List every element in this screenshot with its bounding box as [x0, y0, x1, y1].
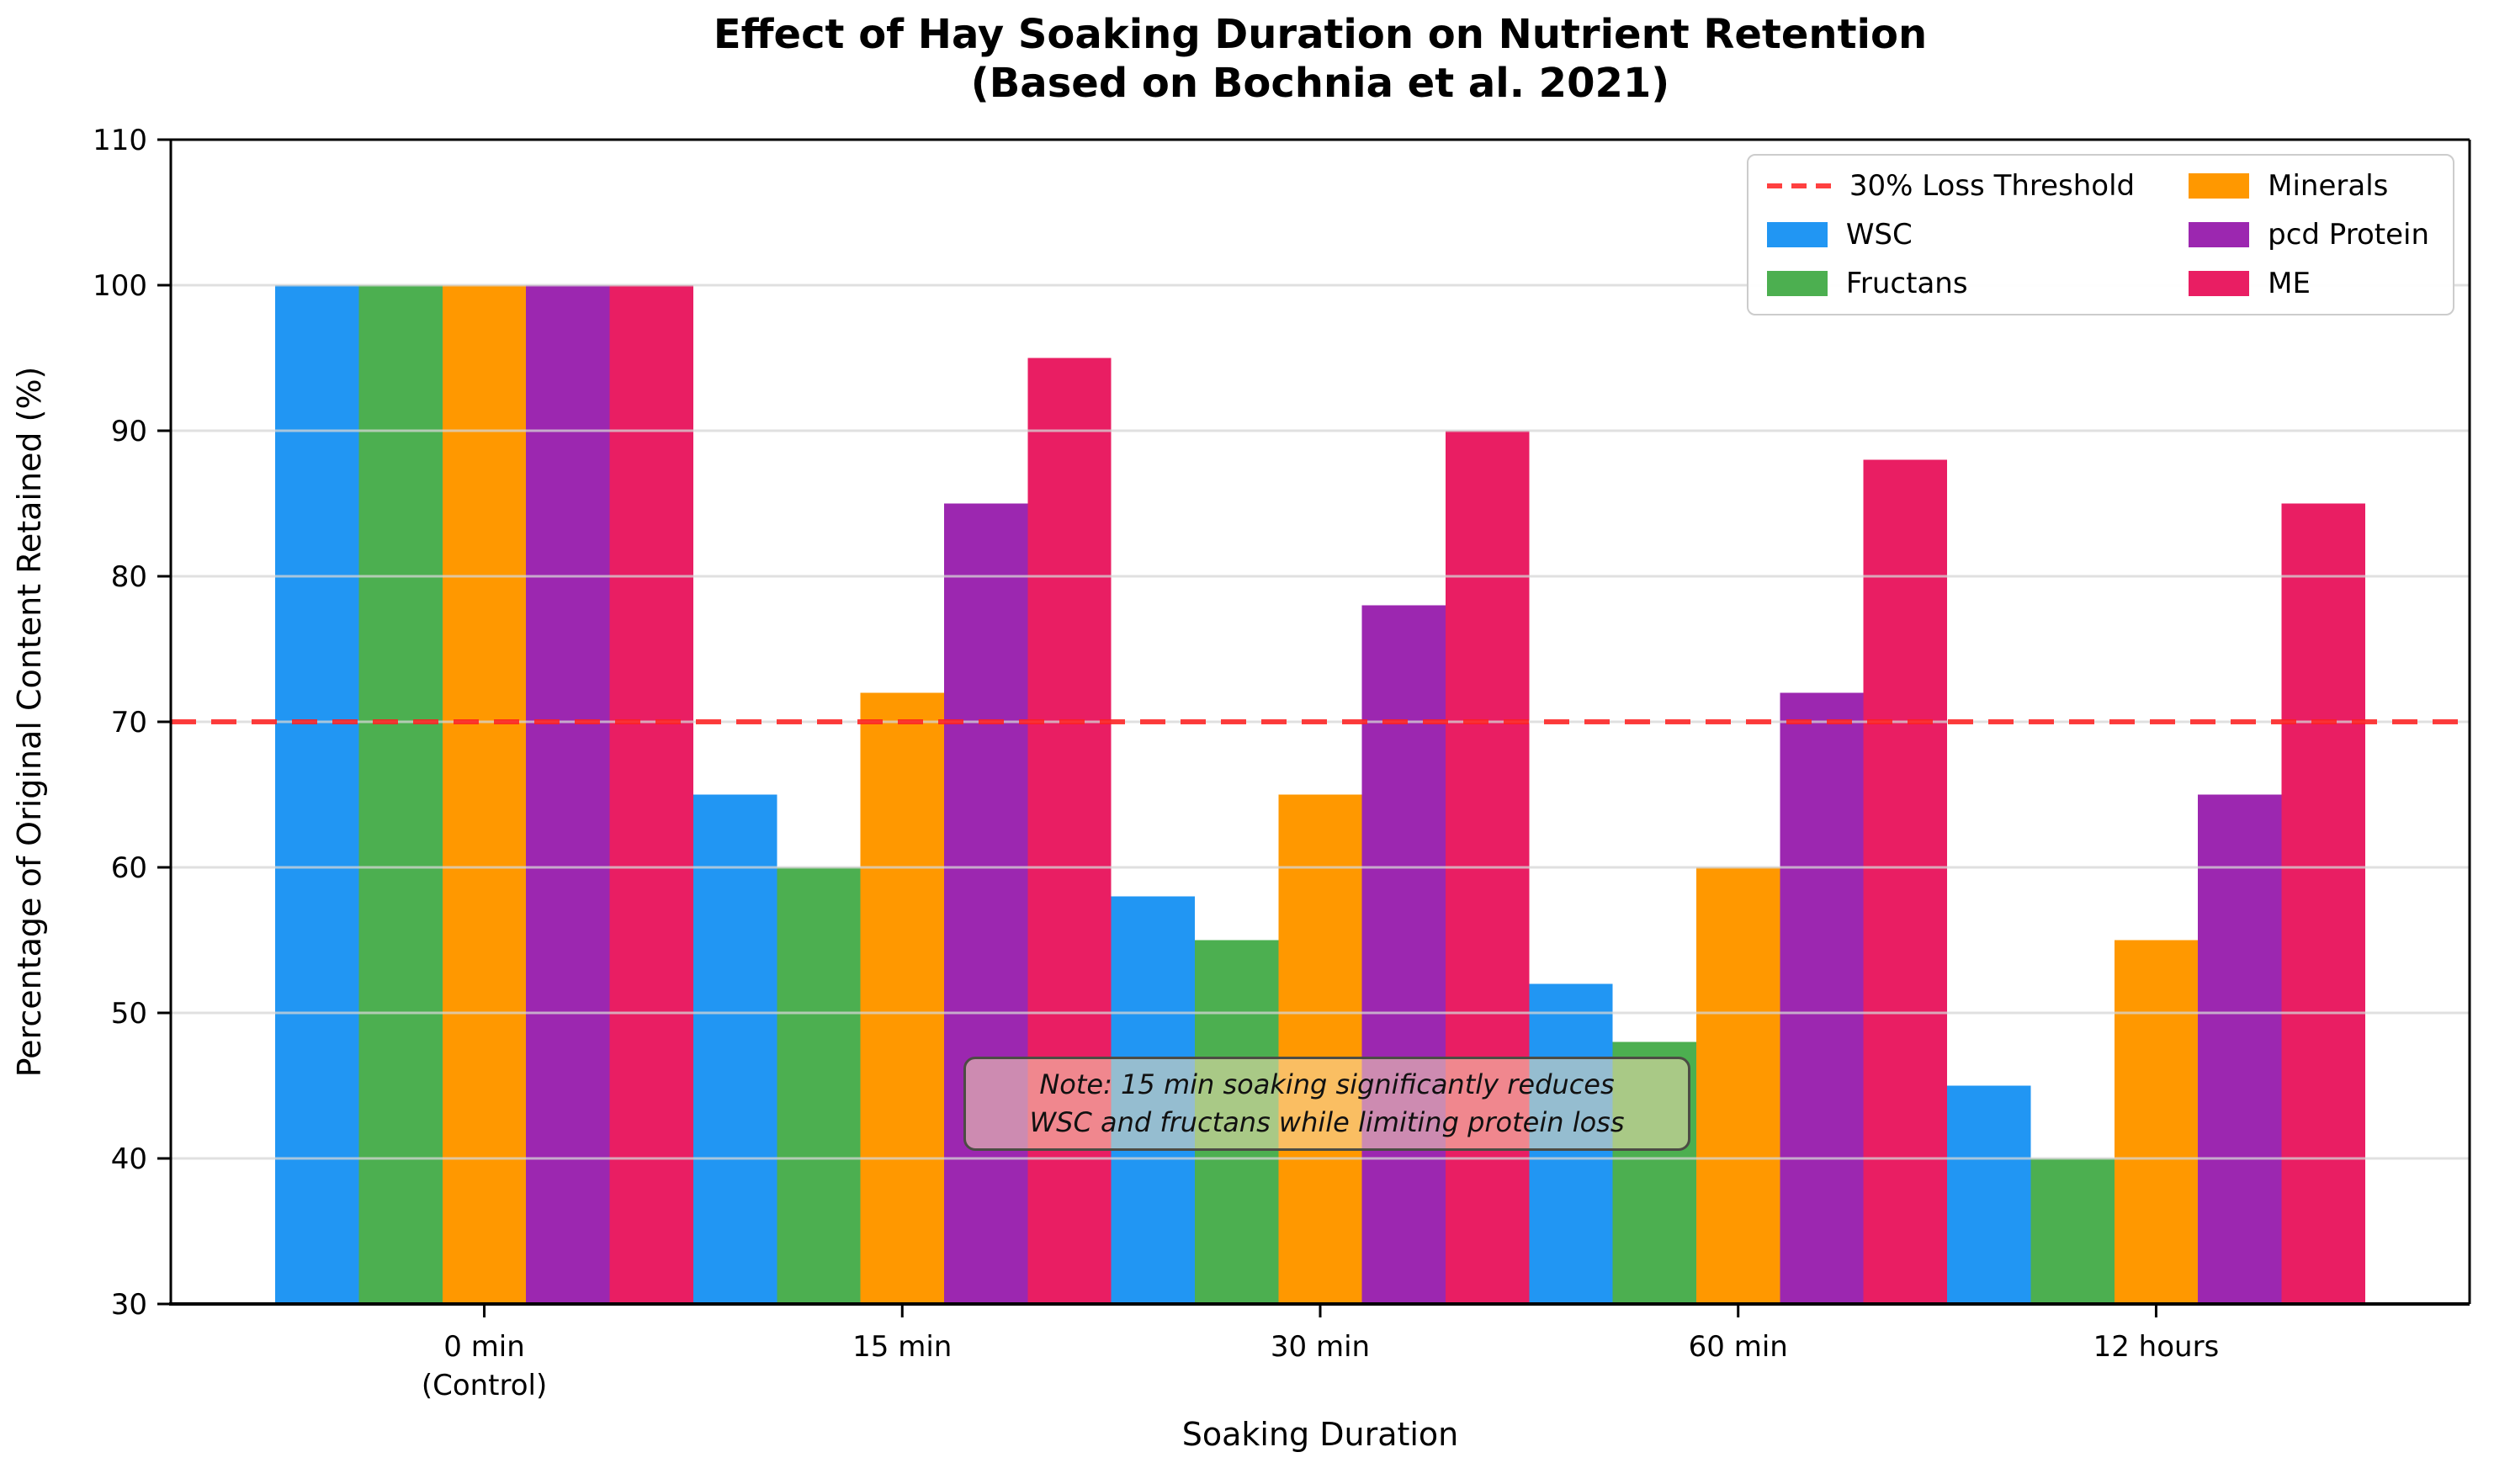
- legend-label: Minerals: [2268, 169, 2389, 203]
- bar-fructans-4: [2030, 1158, 2115, 1304]
- legend-color-swatch: [1766, 222, 1828, 247]
- bar-me-1: [1027, 358, 1112, 1304]
- legend-label: ME: [2268, 267, 2311, 300]
- legend-label: 30% Loss Threshold: [1849, 169, 2136, 203]
- bar-minerals-1: [860, 692, 944, 1304]
- bar-fructans-1: [777, 867, 861, 1304]
- x-tick-label-3: 60 min: [1689, 1330, 1788, 1364]
- legend-item-wsc: WSC: [1766, 218, 2135, 252]
- bar-minerals-3: [1696, 867, 1780, 1304]
- bar-wsc-4: [1947, 1085, 2031, 1304]
- y-tick-label-100: 100: [93, 269, 147, 303]
- x-tick-label-1: 15 min: [852, 1330, 952, 1364]
- annotation-note: Note: 15 min soaking significantly reduc…: [963, 1057, 1690, 1151]
- legend-item-minerals: Minerals: [2189, 169, 2429, 203]
- legend-label: Fructans: [1845, 267, 1968, 300]
- bar-pcd-protein-4: [2198, 794, 2282, 1304]
- bar-me-3: [1863, 459, 1948, 1304]
- bar-minerals-2: [1278, 794, 1362, 1304]
- legend-color-swatch: [1766, 271, 1828, 296]
- x-tick-label-0-line2: (Control): [422, 1369, 547, 1402]
- bar-minerals-4: [2114, 940, 2199, 1304]
- legend-item-pcd-protein: pcd Protein: [2189, 218, 2429, 252]
- legend-item-30-loss-threshold: 30% Loss Threshold: [1766, 169, 2136, 203]
- chart-subtitle: (Based on Bochnia et al. 2021): [970, 60, 1670, 107]
- x-axis-label: Soaking Duration: [1182, 1416, 1459, 1453]
- bar-pcd-protein-1: [943, 503, 1028, 1304]
- chart-title-block: Effect of Hay Soaking Duration on Nutrie…: [171, 10, 2470, 108]
- legend-label: WSC: [1845, 218, 1913, 252]
- y-tick-label-40: 40: [111, 1142, 147, 1176]
- annotation-line-1: Note: 15 min soaking significantly reduc…: [1039, 1068, 1615, 1100]
- y-tick-label-90: 90: [111, 415, 147, 448]
- annotation-line-2: WSC and fructans while limiting protein …: [1029, 1106, 1625, 1138]
- chart-title: Effect of Hay Soaking Duration on Nutrie…: [713, 11, 1928, 58]
- legend-color-swatch: [2189, 222, 2250, 247]
- legend-item-me: ME: [2189, 267, 2429, 300]
- bar-pcd-protein-2: [1361, 605, 1446, 1304]
- bar-wsc-0: [275, 285, 359, 1304]
- y-tick-label-30: 30: [111, 1288, 147, 1322]
- y-tick-label-60: 60: [111, 851, 147, 885]
- x-tick-label-2: 30 min: [1271, 1330, 1370, 1364]
- bar-minerals-0: [442, 285, 527, 1304]
- legend: 30% Loss Threshold WSC Fructans Minerals pcd…: [1746, 154, 2454, 315]
- legend-item-fructans: Fructans: [1766, 267, 2135, 300]
- legend-threshold-dash-swatch: [1766, 183, 1831, 188]
- legend-color-swatch: [2189, 271, 2250, 296]
- y-axis-label: Percentage of Original Content Retained …: [11, 367, 48, 1078]
- bar-fructans-0: [358, 285, 443, 1304]
- y-tick-label-80: 80: [111, 560, 147, 594]
- y-tick-label-70: 70: [111, 706, 147, 739]
- x-tick-label-0: 0 min: [443, 1330, 525, 1364]
- legend-color-swatch: [2189, 173, 2250, 199]
- y-tick-label-110: 110: [93, 124, 147, 157]
- y-tick-label-50: 50: [111, 997, 147, 1031]
- bar-wsc-1: [692, 794, 777, 1304]
- legend-label: pcd Protein: [2268, 218, 2429, 252]
- x-tick-label-4: 12 hours: [2093, 1330, 2220, 1364]
- bar-pcd-protein-3: [1780, 692, 1864, 1304]
- bar-me-4: [2281, 503, 2365, 1304]
- bar-pcd-protein-0: [526, 285, 610, 1304]
- bar-me-0: [609, 285, 693, 1304]
